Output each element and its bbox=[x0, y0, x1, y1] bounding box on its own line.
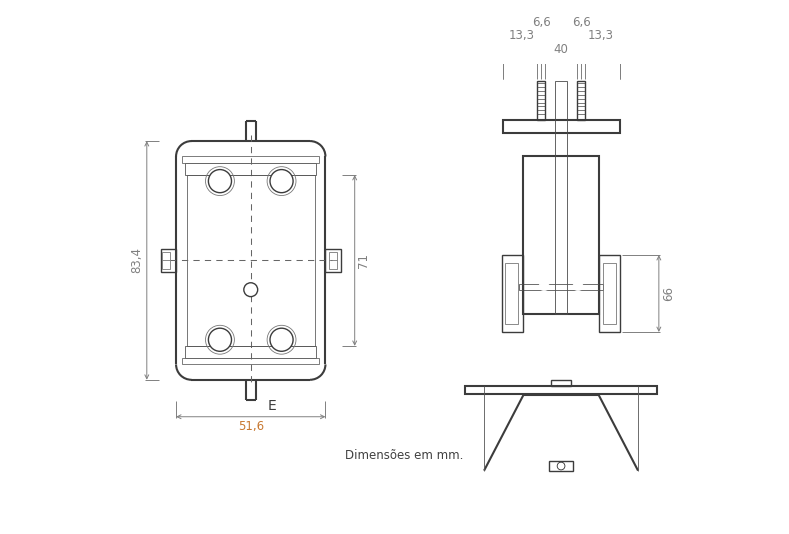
Bar bbox=[161, 249, 176, 272]
Text: 66: 66 bbox=[662, 286, 675, 301]
Text: 13,3: 13,3 bbox=[509, 29, 535, 42]
Bar bbox=[163, 253, 170, 269]
Text: E: E bbox=[268, 399, 277, 413]
Text: 13,3: 13,3 bbox=[587, 29, 613, 42]
Bar bbox=[329, 253, 337, 269]
Bar bbox=[182, 156, 320, 163]
Bar bbox=[185, 163, 316, 175]
Text: Dimensões em mm.: Dimensões em mm. bbox=[345, 449, 463, 462]
Text: 51,6: 51,6 bbox=[237, 420, 264, 433]
Bar bbox=[555, 81, 567, 315]
Bar bbox=[505, 263, 518, 324]
Bar bbox=[603, 263, 616, 324]
Bar bbox=[503, 120, 619, 134]
Text: 83,4: 83,4 bbox=[130, 247, 144, 273]
Circle shape bbox=[208, 170, 231, 193]
Circle shape bbox=[270, 328, 293, 351]
Text: 71: 71 bbox=[357, 253, 371, 268]
Bar bbox=[502, 255, 523, 332]
Bar bbox=[599, 255, 620, 332]
Bar bbox=[325, 249, 341, 272]
Bar bbox=[519, 284, 603, 289]
Bar bbox=[548, 461, 574, 470]
Text: 40: 40 bbox=[554, 43, 569, 56]
Ellipse shape bbox=[573, 283, 583, 290]
Bar bbox=[523, 156, 599, 315]
Ellipse shape bbox=[539, 283, 549, 290]
Text: 6,6: 6,6 bbox=[532, 16, 551, 29]
Bar bbox=[551, 380, 571, 386]
Circle shape bbox=[208, 328, 231, 351]
Bar bbox=[537, 81, 545, 120]
Text: 6,6: 6,6 bbox=[572, 16, 590, 29]
Bar bbox=[465, 386, 657, 394]
Bar bbox=[182, 358, 320, 364]
Bar bbox=[185, 346, 316, 358]
Circle shape bbox=[244, 283, 258, 296]
Bar bbox=[577, 81, 585, 120]
Bar bbox=[187, 175, 315, 346]
Circle shape bbox=[270, 170, 293, 193]
